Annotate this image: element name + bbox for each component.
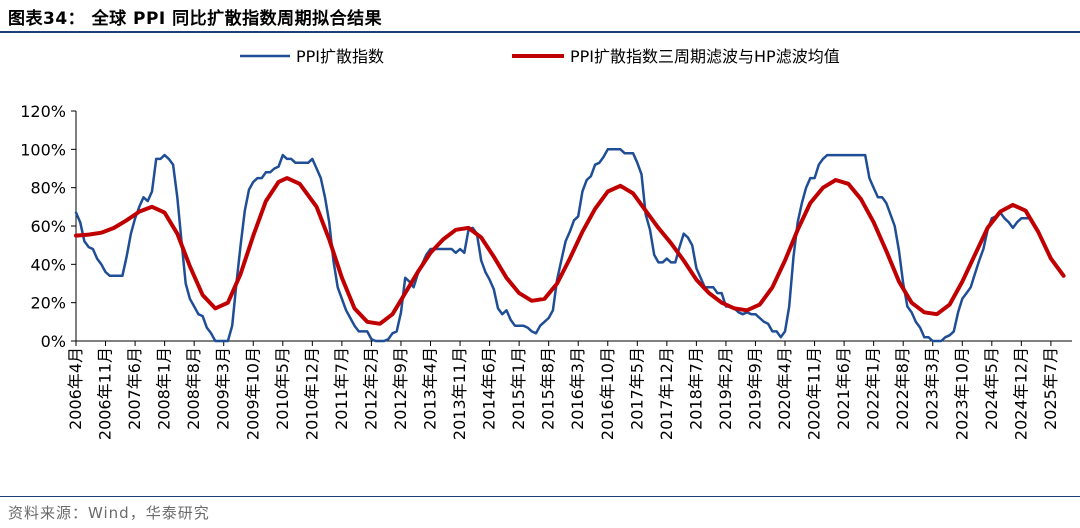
x-tick-label: 2012年2月 [361,347,380,430]
series-layer [74,148,1066,343]
x-tick-label: 2024年5月 [982,347,1001,430]
y-tick-label: 20% [30,294,66,313]
y-tick-label: 0% [41,332,66,351]
x-tick-label: 2022年8月 [893,347,912,430]
x-tick-label: 2008年1月 [155,347,174,430]
x-tick-label: 2021年6月 [834,347,853,430]
x-tick-label: 2019年2月 [716,347,735,430]
x-tick-label: 2020年4月 [775,347,794,430]
x-tick-label: 2014年6月 [480,347,499,430]
y-tick-label: 60% [30,217,66,236]
y-tick-label: 100% [20,140,66,159]
x-tick-label: 2022年1月 [864,347,883,430]
x-tick-label: 2010年5月 [273,347,292,430]
x-tick-label: 2011年7月 [332,347,351,430]
axes: 0% 20% 40% 60% 80% 100% 120% 2006年4月 2006年11月 200… [20,102,1072,440]
footer-divider [0,496,1080,497]
x-tick-label: 2009年10月 [243,347,262,440]
x-tick-label: 2015年1月 [509,347,528,430]
x-tick-label: 2016年3月 [568,347,587,430]
legend-label-fit: PPI扩散指数三周期滤波与HP滤波均值 [570,47,840,66]
x-tick-label: 2015年8月 [539,347,558,430]
x-tick-label: 2019年9月 [745,347,764,430]
x-tick-label: 2018年7月 [686,347,705,430]
x-tick-label: 2009年3月 [214,347,233,430]
x-tick-label: 2025年7月 [1041,347,1060,430]
legend: PPI扩散指数 PPI扩散指数三周期滤波与HP滤波均值 [240,47,840,66]
y-tick-label: 80% [30,179,66,198]
source-note: 资料来源：Wind，华泰研究 [8,504,210,522]
chart-title: 图表34： 全球 PPI 同比扩散指数周期拟合结果 [8,9,383,29]
x-tick-label: 2017年5月 [627,347,646,430]
line-chart: PPI扩散指数 PPI扩散指数三周期滤波与HP滤波均值 0% 20% 40% 60% 8… [20,47,1072,440]
legend-label-ppi: PPI扩散指数 [296,47,384,66]
x-tick-label: 2006年4月 [66,347,85,430]
x-tick-label: 2024年12月 [1011,347,1030,440]
y-tick-label: 120% [20,102,66,121]
x-tick-label: 2013年4月 [421,347,440,430]
x-tick-label: 2010年12月 [302,347,321,440]
x-tick-label: 2013年11月 [450,347,469,440]
series-line-fit [74,176,1066,326]
x-tick-label: 2023年10月 [952,347,971,440]
x-tick-label: 2016年10月 [598,347,617,440]
title-divider [0,31,1080,33]
x-tick-label: 2017年12月 [657,347,676,440]
y-tick-label: 40% [30,255,66,274]
x-tick-label: 2006年11月 [96,347,115,440]
x-tick-label: 2008年8月 [184,347,203,430]
x-tick-label: 2007年6月 [125,347,144,430]
x-tick-label: 2012年9月 [391,347,410,430]
series-line-ppi [74,148,1032,343]
x-tick-label: 2023年3月 [923,347,942,430]
x-tick-label: 2020年11月 [805,347,824,440]
